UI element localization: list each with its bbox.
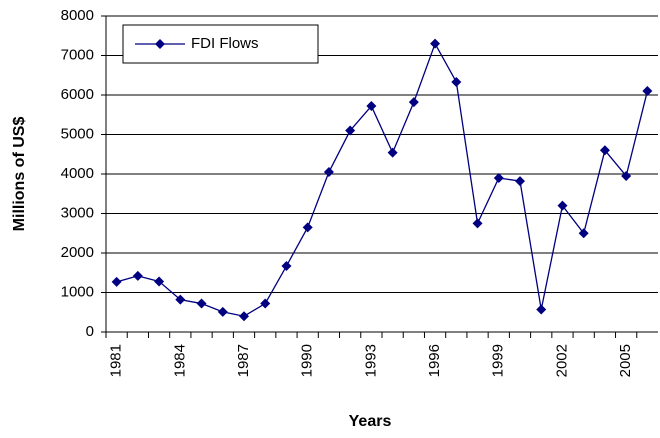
marker [366,101,377,112]
marker [472,218,483,229]
y-tick-label: 3000 [61,204,94,221]
marker [642,86,653,97]
marker [260,298,271,309]
marker [175,294,186,305]
marker [111,276,122,287]
marker [621,170,632,181]
y-tick-label: 7000 [61,46,94,63]
marker [408,97,419,108]
x-tick-label: 1984 [171,344,188,377]
y-tick-label: 6000 [61,86,94,103]
x-tick-label: 1990 [299,344,316,377]
marker [557,200,568,211]
y-tick-label: 8000 [61,7,94,24]
marker [493,172,504,183]
x-tick-label: 1993 [362,344,379,377]
marker [599,145,610,156]
marker [132,270,143,281]
marker [430,38,441,49]
marker [154,276,165,287]
x-tick-label: 2002 [553,344,570,377]
marker [323,167,334,178]
marker [536,304,547,315]
legend-label: FDI Flows [191,35,259,52]
x-tick-label: 1999 [490,344,507,377]
marker [217,306,228,317]
legend-marker [155,39,165,49]
x-tick-label: 2005 [617,344,634,377]
marker [281,261,292,272]
y-tick-label: 4000 [61,165,94,182]
marker [451,76,462,87]
marker [345,125,356,136]
x-tick-label: 1987 [235,344,252,377]
y-axis-title: Millions of US$ [11,117,28,232]
marker [196,298,207,309]
marker [387,147,398,158]
x-axis-title: Years [349,413,392,430]
x-tick-label: 1996 [426,344,443,377]
x-tick-label: 1981 [108,344,125,377]
y-tick-label: 2000 [61,244,94,261]
marker [515,176,525,187]
marker [578,228,589,239]
y-tick-label: 5000 [61,125,94,142]
line [116,42,649,317]
marker [302,222,313,233]
y-tick-label: 1000 [61,283,94,300]
marker [239,311,249,322]
y-tick-label: 0 [86,323,94,340]
